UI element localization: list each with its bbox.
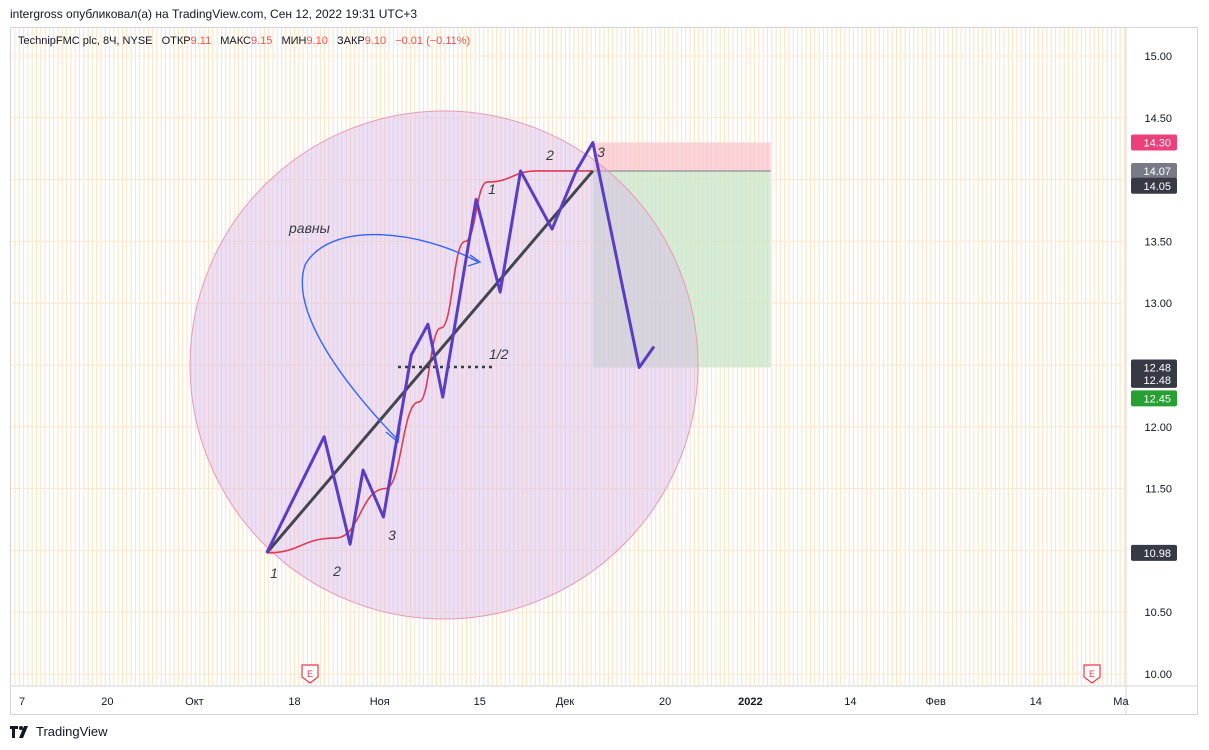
- price-badge: [1131, 177, 1177, 194]
- x-tick-label: 18: [288, 696, 300, 708]
- x-tick-label: 20: [101, 696, 113, 708]
- price-badge-label: 12.45: [1143, 393, 1171, 405]
- high-value: 9.15: [250, 35, 273, 47]
- tradingview-footer[interactable]: TradingView: [10, 724, 108, 739]
- low-value: 9.10: [306, 35, 328, 47]
- x-tick-label: Дек: [556, 696, 575, 708]
- chart-frame[interactable]: [10, 27, 1198, 715]
- wave-label-right: 3: [597, 144, 605, 160]
- price-badge: [1131, 359, 1177, 376]
- equal-arrow: [301, 233, 479, 441]
- trend-line: [265, 169, 594, 554]
- y-tick-label: 13.00: [1144, 298, 1172, 310]
- x-tick-label: 15: [474, 696, 486, 708]
- symbol-name[interactable]: TechnipFMC plc, 8Ч, NYSE: [18, 35, 153, 47]
- equal-arrowhead-top: [467, 254, 482, 267]
- open-value: 9.11: [190, 35, 212, 47]
- change-value: −0.01 (−0.11%): [395, 35, 471, 47]
- y-tick-label: 14.50: [1144, 113, 1172, 125]
- earnings-marker-label: E: [307, 669, 313, 679]
- price-badge-label: 12.48: [1143, 362, 1171, 374]
- earnings-marker: [301, 664, 319, 684]
- stop-loss-zone: [592, 142, 771, 171]
- price-badge: [1131, 162, 1177, 179]
- y-tick-label: 11.50: [1145, 484, 1172, 496]
- wave-label-left: 2: [332, 563, 341, 579]
- ellipse-shape: [189, 110, 699, 620]
- x-tick-label: Окт: [185, 696, 204, 708]
- y-tick-label: 13.50: [1144, 236, 1172, 248]
- x-tick-label: Ма: [1113, 696, 1129, 708]
- tradingview-logo-icon: [10, 725, 28, 738]
- price-badge: [1131, 371, 1177, 388]
- price-badge-label: 10.98: [1143, 548, 1171, 560]
- y-tick-label: 10.00: [1144, 669, 1172, 681]
- price-badge: [1131, 134, 1177, 151]
- wave-label-right: 1: [488, 181, 496, 197]
- x-tick-label: Ноя: [370, 696, 390, 708]
- target-zone: [592, 170, 771, 368]
- price-badge-label: 14.07: [1143, 166, 1171, 178]
- wave-label-right: 2: [545, 147, 554, 163]
- y-tick-label: 10.50: [1144, 607, 1172, 619]
- price-badge: [1131, 390, 1177, 407]
- wave-path: [265, 141, 656, 554]
- x-tick-label: 14: [844, 696, 856, 708]
- wave-label-left: 1: [270, 565, 278, 581]
- y-tick-label: 15.00: [1144, 51, 1172, 63]
- x-tick-label: 20: [659, 696, 671, 708]
- x-tick-label: 2022: [738, 696, 762, 708]
- x-tick-label: Фев: [925, 696, 945, 708]
- low-label: МИН: [281, 35, 307, 47]
- x-tick-label: 7: [19, 696, 25, 708]
- symbol-legend: TechnipFMC plc, 8Ч, NYSE ОТКР9.11 МАКС9.…: [18, 35, 470, 47]
- high-label: МАКС: [220, 35, 251, 47]
- wave-label-left: 3: [388, 527, 396, 543]
- price-badge-label: 14.05: [1143, 181, 1171, 193]
- close-label: ЗАКР: [336, 35, 365, 47]
- price-badge: [1131, 544, 1177, 561]
- publisher-text: intergross опубликовал(а) на TradingView…: [10, 7, 418, 21]
- equal-label: равны: [288, 220, 331, 236]
- close-value: 9.10: [364, 35, 387, 47]
- tradingview-brand: TradingView: [36, 724, 108, 739]
- price-badge-label: 14.30: [1143, 138, 1171, 150]
- earnings-marker: [1083, 664, 1101, 684]
- sigmoid-curve: [266, 170, 593, 554]
- y-tick-label: 12.00: [1144, 422, 1172, 434]
- publisher-header: intergross опубликовал(а) на TradingView…: [10, 7, 417, 21]
- x-tick-label: 14: [1030, 696, 1042, 708]
- price-badge-label: 12.48: [1143, 375, 1171, 387]
- earnings-marker-label: E: [1089, 669, 1095, 679]
- half-label: 1/2: [489, 346, 509, 362]
- open-label: ОТКР: [161, 35, 191, 47]
